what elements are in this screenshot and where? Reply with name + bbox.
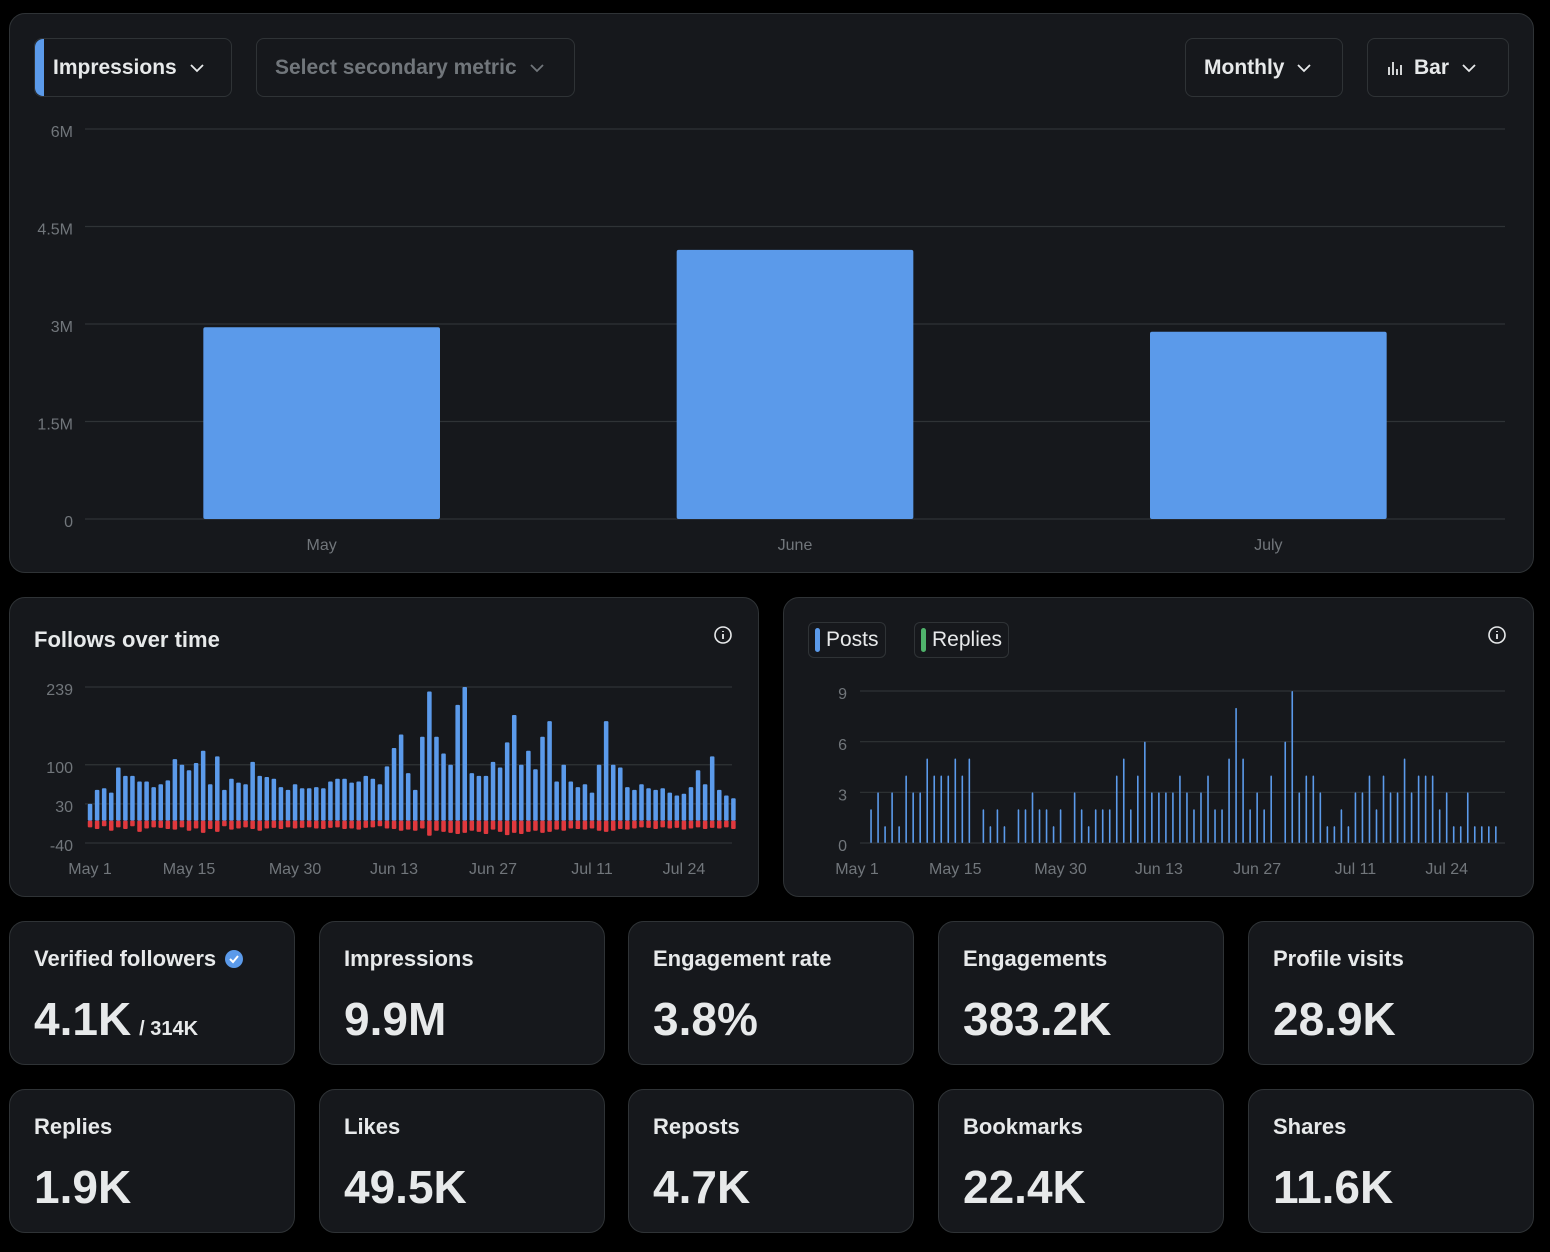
- stat-value: 383.2K: [963, 993, 1112, 1045]
- stat-value: 9.9M: [344, 993, 447, 1045]
- verified-badge: [225, 950, 244, 968]
- stat-value-row: 4.1K / 314K: [34, 992, 198, 1046]
- stat-label: Likes: [344, 1114, 401, 1139]
- metric-color: [35, 39, 44, 96]
- stat-card: Replies 1.9K: [9, 1089, 295, 1233]
- stat-label-row: Bookmarks: [963, 1114, 1083, 1140]
- follows-title: Follows over time: [34, 627, 220, 652]
- stat-value-row: 22.4K: [963, 1160, 1086, 1214]
- stat-card: Impressions 9.9M: [319, 921, 605, 1065]
- stat-value-row: 28.9K: [1273, 992, 1396, 1046]
- stat-card: Engagement rate 3.8%: [628, 921, 914, 1065]
- stat-label-row: Shares: [1273, 1114, 1346, 1140]
- stat-label: Verified followers: [34, 946, 217, 971]
- follows-card: [9, 597, 759, 897]
- primary-metric: Impressions: [53, 55, 177, 79]
- stat-value: 28.9K: [1273, 993, 1396, 1045]
- stat-value-row: 4.7K: [653, 1160, 750, 1214]
- stat-label: Engagements: [963, 946, 1108, 971]
- stat-value-row: 383.2K: [963, 992, 1111, 1046]
- stat-label: Bookmarks: [963, 1114, 1083, 1139]
- legend-label: Posts: [826, 628, 879, 651]
- chevron: [190, 63, 204, 72]
- stat-value-row: 9.9M: [344, 992, 446, 1046]
- legend-label: Replies: [932, 628, 1003, 651]
- chart-style: Bar: [1414, 55, 1450, 79]
- stat-value-row: 11.6K: [1273, 1160, 1393, 1214]
- stat-value-row: 49.5K: [344, 1160, 467, 1214]
- stat-value: 11.6K: [1273, 1161, 1394, 1213]
- stat-card: Engagements 383.2K: [938, 921, 1224, 1065]
- stat-label: Impressions: [344, 946, 474, 971]
- stat-card: Shares 11.6K: [1248, 1089, 1534, 1233]
- stat-label: Shares: [1273, 1114, 1347, 1139]
- stat-label-row: Verified followers: [34, 946, 244, 972]
- stat-value: 4.7K: [653, 1161, 751, 1213]
- legend-replies[interactable]: Replies: [914, 622, 1010, 658]
- legend-swatch: [815, 628, 820, 652]
- stat-label-row: Engagements: [963, 946, 1107, 972]
- stat-card: Reposts 4.7K: [628, 1089, 914, 1233]
- chart-style-select[interactable]: Bar: [1367, 38, 1509, 97]
- stat-value: 3.8%: [653, 993, 758, 1045]
- stat-label: Replies: [34, 1114, 113, 1139]
- chevron: [529, 63, 544, 72]
- stat-label-row: Reposts: [653, 1114, 740, 1140]
- primary-metric-select[interactable]: Impressions: [34, 38, 232, 97]
- stat-label-row: Replies: [34, 1114, 112, 1140]
- secondary-metric: Select secondary metric: [275, 55, 517, 79]
- info-icon[interactable]: [1487, 625, 1507, 645]
- interval: Monthly: [1204, 55, 1285, 79]
- impressions-card: [9, 13, 1534, 573]
- stat-value: 49.5K: [344, 1161, 467, 1213]
- stat-card: Verified followers 4.1K / 314K: [9, 921, 295, 1065]
- legend-swatch: [921, 628, 926, 652]
- stat-label-row: Engagement rate: [653, 946, 832, 972]
- secondary-metric-select[interactable]: Select secondary metric: [256, 38, 575, 97]
- stat-value-row: 1.9K: [34, 1160, 131, 1214]
- chevron: [1462, 63, 1476, 72]
- stat-value: 1.9K: [34, 1161, 132, 1213]
- bar-icon: [1388, 61, 1402, 75]
- stat-label: Engagement rate: [653, 946, 832, 971]
- legend-posts[interactable]: Posts: [808, 622, 886, 658]
- chevron: [1297, 63, 1312, 72]
- stat-total: / 314K: [139, 1018, 199, 1040]
- stat-value: 4.1K: [34, 993, 132, 1045]
- stat-card: Likes 49.5K: [319, 1089, 605, 1233]
- stat-label-row: Impressions: [344, 946, 474, 972]
- stat-label-row: Likes: [344, 1114, 400, 1140]
- info-icon[interactable]: [713, 625, 733, 645]
- stat-value-row: 3.8%: [653, 992, 758, 1046]
- stat-card: Bookmarks 22.4K: [938, 1089, 1224, 1233]
- stat-label: Reposts: [653, 1114, 740, 1139]
- stat-label: Profile visits: [1273, 946, 1404, 971]
- stat-value: 22.4K: [963, 1161, 1086, 1213]
- stat-label-row: Profile visits: [1273, 946, 1404, 972]
- interval-select[interactable]: Monthly: [1185, 38, 1343, 97]
- stat-card: Profile visits 28.9K: [1248, 921, 1534, 1065]
- posts-card: [783, 597, 1534, 897]
